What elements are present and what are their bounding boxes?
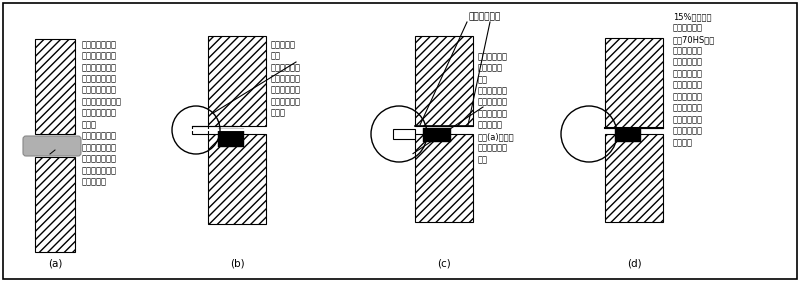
Bar bbox=[208, 36, 266, 126]
Bar bbox=[423, 128, 451, 142]
Bar bbox=[615, 128, 641, 142]
Bar bbox=[192, 126, 208, 134]
Text: 適切な圧縮率に
なるように締め
る必要がある。
締めすぎるとエ
ラストマの構造
に損傷を与え、異
物混入の原因と
なる。
適切なトルクは
使用上の情報と
してメ: 適切な圧縮率に なるように締め る必要がある。 締めすぎるとエ ラストマの構造 … bbox=[82, 40, 122, 186]
Bar bbox=[35, 39, 75, 134]
Bar bbox=[393, 129, 415, 139]
Text: 不適切なエラ
ストマの使
用。
又はエラスト
マの圧縮率を
誤った寸法。
過剰な圧縮
は、(a)に示す
危険源を生じ
る。: 不適切なエラ ストマの使 用。 又はエラスト マの圧縮率を 誤った寸法。 過剰な… bbox=[478, 52, 514, 164]
Bar bbox=[415, 36, 473, 126]
Bar bbox=[415, 134, 473, 222]
Bar bbox=[218, 129, 244, 147]
FancyBboxPatch shape bbox=[23, 136, 81, 156]
Bar bbox=[605, 134, 663, 222]
Bar bbox=[605, 38, 663, 128]
Text: (b): (b) bbox=[230, 259, 244, 269]
Bar bbox=[35, 157, 75, 252]
Text: 15%の圧縮に
より、ショア
硬度70HSのゴ
ム製ガスケッ
トはバクテリ
アタイトなシ
ールとなる。
適切なメタル
タッチは、エ
ラストマの締
めすぎ防止に
: 15%の圧縮に より、ショア 硬度70HSのゴ ム製ガスケッ トはバクテリ アタ… bbox=[673, 12, 715, 147]
Text: メタルタッチ: メタルタッチ bbox=[469, 12, 501, 21]
Bar bbox=[208, 134, 266, 224]
Text: (a): (a) bbox=[48, 259, 62, 269]
Text: (d): (d) bbox=[626, 259, 642, 269]
Text: 不十分な圧
縮。
僅かな隙間が
生じ、食材及
び微生物が侵
入する恐れが
ある。: 不十分な圧 縮。 僅かな隙間が 生じ、食材及 び微生物が侵 入する恐れが ある。 bbox=[271, 40, 301, 118]
Text: (c): (c) bbox=[437, 259, 451, 269]
